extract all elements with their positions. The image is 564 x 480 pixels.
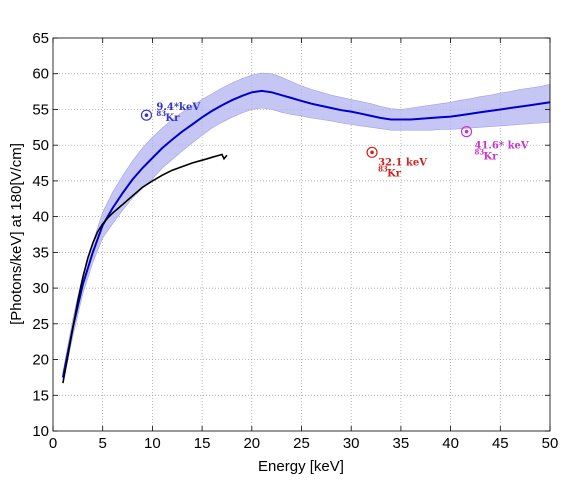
x-tick-label: 5: [99, 435, 107, 452]
model-curve: [61, 89, 551, 378]
y-tick-label: 40: [32, 209, 49, 226]
x-axis-label: Energy [keV]: [258, 458, 344, 475]
x-tick-label: 0: [49, 435, 57, 452]
point-marker-dot: [370, 150, 374, 155]
y-tick-label: 15: [32, 387, 49, 404]
point-mass-number: 83: [475, 148, 485, 157]
y-tick-label: 50: [32, 137, 49, 154]
x-tick-label: 50: [542, 435, 559, 452]
point-isotope-label: Kr: [387, 168, 402, 179]
point-marker-dot: [464, 129, 469, 134]
x-tick-label: 45: [492, 435, 509, 452]
point-marker-dot: [144, 113, 149, 117]
y-tick-label: 65: [32, 30, 49, 47]
y-tick-label: 60: [32, 66, 49, 83]
point-marker-ring: [366, 146, 378, 158]
y-tick-label: 25: [32, 316, 49, 333]
axis-ticks: [52, 37, 551, 432]
point-energy-label: 32.1 keV: [378, 157, 427, 168]
x-tick-label: 25: [293, 435, 310, 452]
point-mass-number: 83: [378, 164, 388, 173]
y-tick-label: 20: [32, 352, 49, 369]
y-tick-label: 30: [32, 280, 49, 297]
series-lines: [61, 89, 551, 384]
x-tick-label: 10: [144, 435, 161, 452]
measured-curve: [62, 153, 228, 384]
x-tick-label: 30: [343, 435, 360, 452]
point-energy-label: 41.6* keV: [475, 141, 529, 152]
x-tick-label: 40: [442, 435, 459, 452]
y-tick-label: 55: [32, 101, 49, 118]
point-isotope-label: Kr: [165, 113, 180, 124]
x-tick-label: 15: [194, 435, 211, 452]
y-axis-label: [Photons/keV] at 180[V/cm]: [8, 143, 25, 325]
point-marker-ring: [140, 109, 153, 121]
x-tick-label: 35: [393, 435, 410, 452]
y-tick-label: 45: [32, 173, 49, 190]
point-isotope-label: Kr: [484, 152, 499, 163]
point-mass-number: 83: [156, 109, 166, 118]
grid: [53, 38, 550, 431]
y-tick-label: 10: [32, 423, 49, 440]
y-tick-labels: 10 15 20 25 30 35 40 45 50 55 60 65: [32, 30, 49, 440]
point-marker-ring: [460, 126, 473, 138]
x-tick-labels: 0 5 10 15 20 25 30 35 40 45 50: [49, 435, 559, 452]
x-tick-label: 20: [243, 435, 260, 452]
point-energy-label: 9.4*keV: [156, 102, 200, 113]
y-tick-label: 35: [32, 244, 49, 261]
